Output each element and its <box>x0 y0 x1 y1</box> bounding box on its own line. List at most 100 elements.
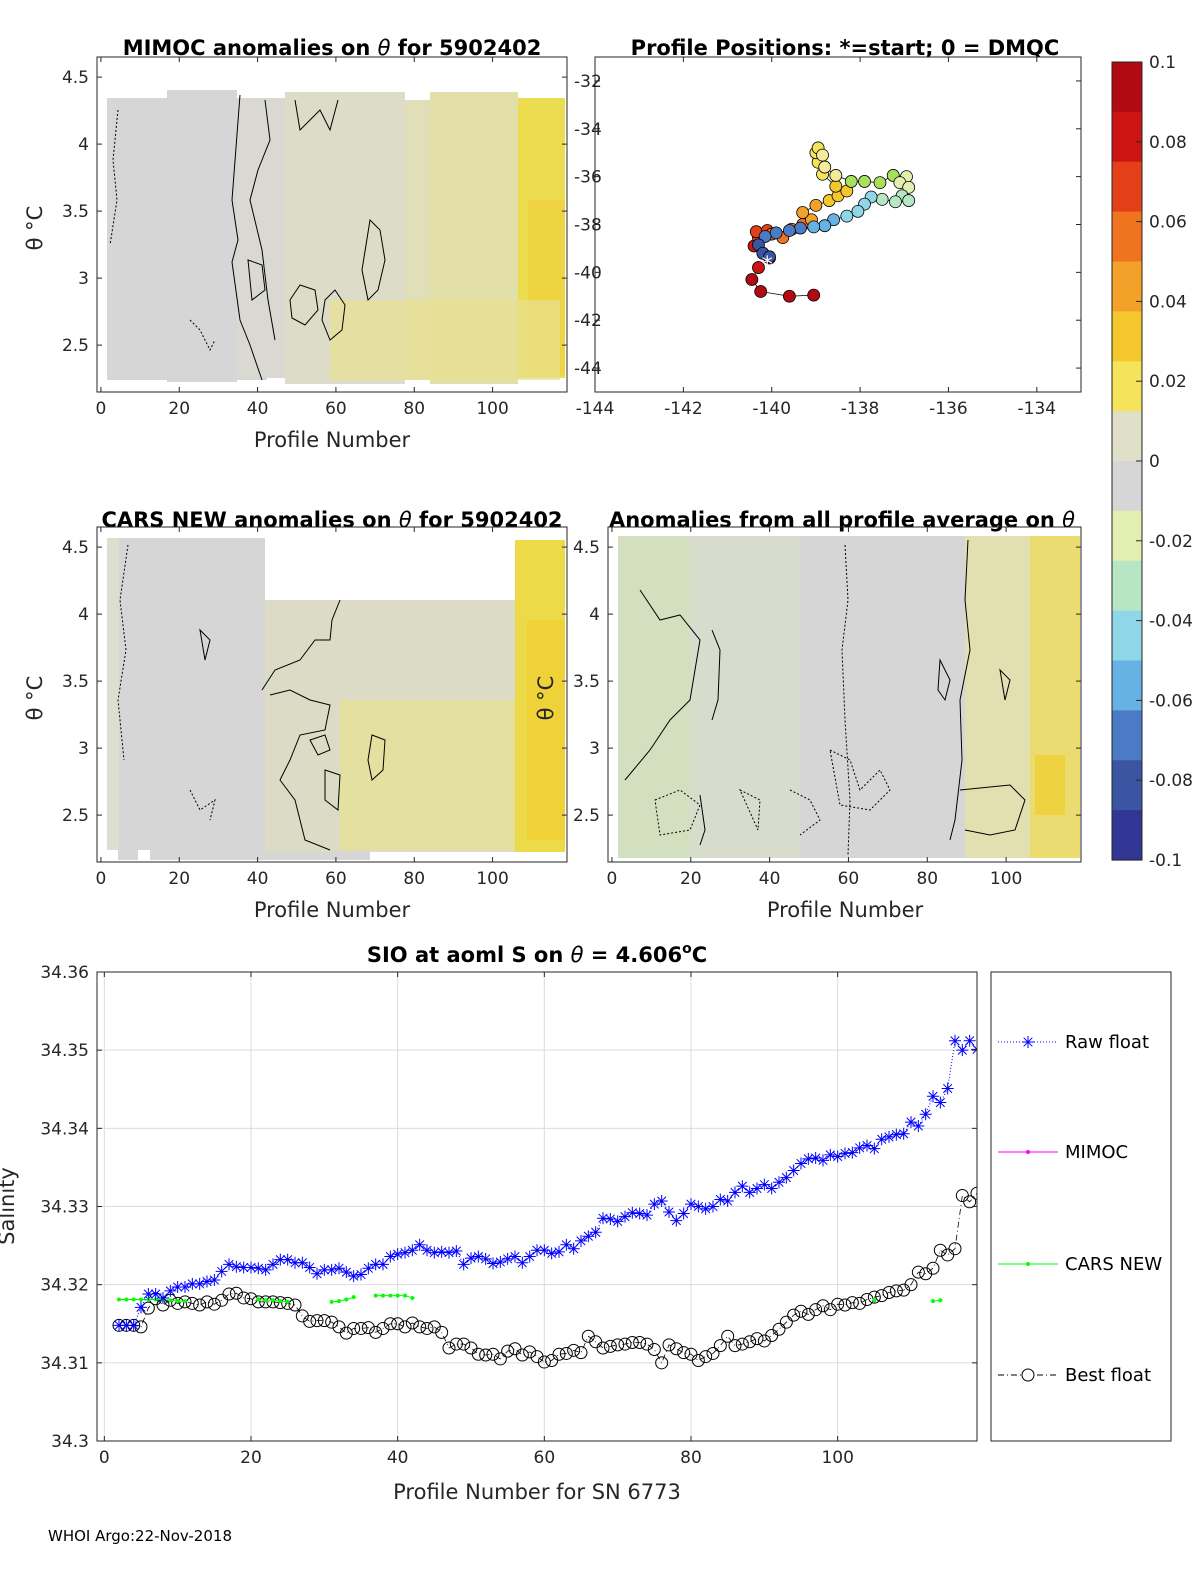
colorbar-segment <box>1112 510 1142 537</box>
cars-contour <box>309 734 331 756</box>
best-float-point <box>779 1315 793 1329</box>
colorbar-tick-label: -0.1 <box>1149 851 1182 871</box>
raw-float-point <box>267 1258 279 1271</box>
mimoc-contour-dotted <box>109 109 119 246</box>
allavg-contour <box>937 658 1011 702</box>
cars-contour <box>367 734 386 781</box>
cars-contour <box>199 628 211 661</box>
mimoc-ticks: 0 20 40 60 80 100 2.5 3 3.5 4 4.5 <box>62 57 567 419</box>
y-tick-label: -44 <box>574 359 602 379</box>
x-tick-label: 100 <box>821 1448 853 1468</box>
track-point <box>745 273 759 286</box>
colorbar-segment <box>1112 535 1142 562</box>
raw-float-point <box>949 1034 961 1047</box>
mimoc-field-block <box>167 90 237 382</box>
x-tick-label: 60 <box>534 1448 556 1468</box>
track-point <box>794 221 807 235</box>
x-tick-label: 0 <box>99 1448 110 1468</box>
raw-float-point <box>171 1281 184 1294</box>
positions-ticks: -144 -142 -140 -138 -136 -134 -44 -42 -40 -38 -36 -… <box>574 57 1081 419</box>
colorbar-segment <box>1112 286 1142 312</box>
best-float-point <box>647 1343 661 1357</box>
best-float-point <box>457 1337 471 1351</box>
colorbar-segment <box>1112 560 1142 587</box>
y-tick-label: -32 <box>574 72 602 92</box>
y-tick-label: -34 <box>574 120 602 140</box>
raw-float-point <box>795 1157 807 1170</box>
raw-float-point <box>941 1082 954 1095</box>
best-float-point <box>978 1197 990 1209</box>
raw-float-point <box>545 1247 558 1260</box>
best-float-point <box>691 1353 705 1367</box>
cars-axes-box <box>96 526 568 863</box>
x-tick-label: -136 <box>929 399 968 419</box>
best-float-point <box>963 1195 977 1209</box>
best-float-point <box>735 1337 749 1351</box>
raw-float-point <box>355 1268 367 1281</box>
raw-float-point <box>516 1256 529 1269</box>
y-tick-label: 2.5 <box>62 806 89 826</box>
raw-float-point <box>817 1154 829 1167</box>
best-float-point <box>882 1285 896 1299</box>
colorbar-segment <box>1112 62 1142 88</box>
raw-float-point <box>340 1266 353 1279</box>
raw-float-point <box>626 1206 639 1219</box>
allavg-contour-dotted <box>841 544 851 856</box>
raw-float-point <box>773 1176 785 1189</box>
colorbar-ticks: 0.1 0.08 0.06 0.04 0.02 0 -0.02 -0.04 -0.06 -0.08… <box>1136 53 1193 871</box>
raw-float-point <box>311 1267 323 1280</box>
positions-start-marker: * <box>762 253 773 278</box>
y-tick-label: -38 <box>574 216 602 236</box>
salinity-ticks: 0 20 40 60 80 100 34.3 34.31 34.32 34.33 34.34 34.3… <box>40 963 977 1468</box>
raw-float-point <box>912 1119 925 1132</box>
track-point <box>807 220 821 234</box>
x-tick-label: -142 <box>664 399 703 419</box>
best-float-point <box>347 1321 361 1335</box>
mimoc-contour-dotted <box>189 319 216 352</box>
raw-float-point <box>531 1244 543 1257</box>
track-point <box>769 226 783 240</box>
allavg-xlabel: Profile Number <box>767 898 924 922</box>
cars-contour-dotted <box>117 544 129 761</box>
allavg-contour <box>959 784 1026 836</box>
y-tick-label: 4 <box>78 605 89 625</box>
cars-new-line <box>258 1299 288 1303</box>
raw-float-line <box>119 1039 977 1326</box>
cars-title: CARS NEW anomalies on θ for 5902402 <box>101 508 562 532</box>
best-float-point <box>493 1352 507 1366</box>
best-float-point <box>420 1321 434 1335</box>
best-float-point <box>325 1315 339 1329</box>
colorbar-segment <box>1112 461 1142 487</box>
raw-float-point <box>956 1044 969 1057</box>
raw-float-point <box>127 1319 140 1332</box>
best-float-point <box>413 1320 427 1334</box>
track-point <box>783 289 796 303</box>
raw-float-point <box>333 1262 345 1275</box>
raw-float-point <box>384 1250 397 1263</box>
salinity-xlabel: Profile Number for SN 6773 <box>393 1480 681 1504</box>
raw-float-point <box>201 1275 213 1288</box>
mimoc-warm-patch <box>330 300 560 380</box>
colorbar-segment <box>1112 660 1142 687</box>
mimoc-contour <box>247 259 266 301</box>
track-point <box>809 198 823 212</box>
raw-float-point <box>670 1214 683 1227</box>
x-tick-label: 80 <box>680 1448 702 1468</box>
x-tick-label: 100 <box>476 399 508 419</box>
colorbar-tick-label: -0.04 <box>1149 612 1193 632</box>
allavg-contour <box>624 589 701 781</box>
best-float-point <box>911 1265 925 1279</box>
y-tick-label: 3 <box>589 739 600 759</box>
raw-float-point <box>721 1195 734 1208</box>
raw-float-point <box>875 1133 888 1146</box>
mimoc-contour <box>231 94 263 381</box>
y-tick-label: 4 <box>78 135 89 155</box>
track-point <box>783 224 796 237</box>
raw-float-point <box>289 1256 301 1269</box>
y-tick-label: 3.5 <box>573 672 600 692</box>
colorbar-segment <box>1112 311 1142 337</box>
raw-float-point <box>831 1150 844 1163</box>
raw-float-point <box>809 1152 822 1165</box>
y-tick-label: 34.35 <box>40 1041 89 1061</box>
best-float-point <box>515 1348 529 1362</box>
